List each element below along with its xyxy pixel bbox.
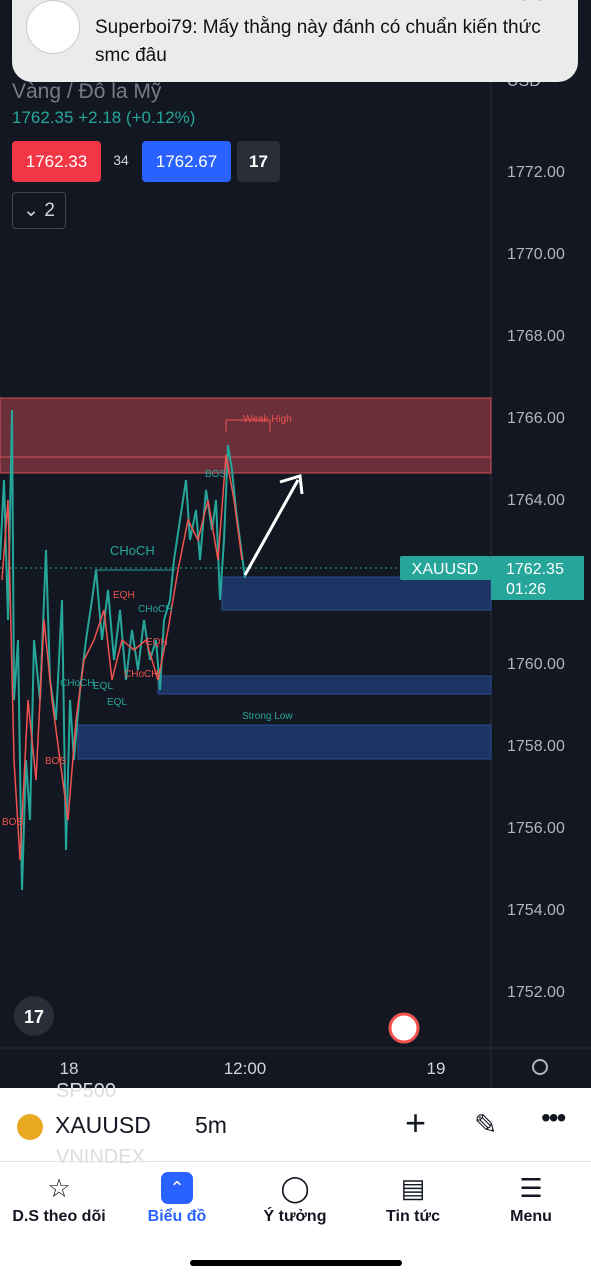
label: CHoCH (60, 678, 94, 689)
candles-up (0, 409, 246, 891)
settings-icon[interactable] (532, 1059, 548, 1075)
label: EQL (107, 697, 127, 708)
toolbar-interval[interactable]: 5m (195, 1112, 227, 1138)
supply-zone (0, 397, 492, 474)
nav-label[interactable]: Tin tức (386, 1208, 440, 1225)
label: Strong Low (242, 711, 293, 722)
notification-time: bây giờ (505, 0, 558, 2)
label: Weak High (243, 414, 292, 425)
nav-icon[interactable]: ⌃ (161, 1172, 193, 1204)
change: +2.18 (+0.12%) (78, 108, 196, 127)
sell-button[interactable]: 1762.33 (12, 141, 101, 182)
spread: 34 (113, 152, 129, 168)
label: CHoCH (138, 604, 172, 615)
nav-label[interactable]: Menu (510, 1208, 552, 1225)
price: 1762.35 (12, 108, 74, 127)
more-button[interactable]: ••• (541, 1102, 566, 1133)
tag-price: 1762.35 (506, 561, 564, 578)
time-label: 18 (60, 1059, 79, 1078)
nav-label[interactable]: D.S theo dõi (12, 1208, 106, 1225)
price-tick: 1754.00 (507, 902, 565, 919)
tag-symbol-bg (400, 556, 491, 580)
tag-symbol: XAUUSD (412, 561, 479, 578)
nav-label[interactable]: Ý tưởng (263, 1208, 327, 1225)
divider (0, 1161, 591, 1162)
price-tick: 1758.00 (507, 738, 565, 755)
weak-high-line (225, 419, 271, 432)
notification-message: Superboi79: Mấy thằng này đánh có chuẩn … (95, 17, 541, 66)
arrow-head (279, 474, 304, 495)
demand-zone (77, 724, 492, 760)
symbol-name: Vàng / Đô la Mỹ (12, 80, 162, 103)
price-tick: 1760.00 (507, 656, 565, 673)
label: EQH (146, 637, 168, 648)
tag-price-bg (491, 556, 584, 600)
label: BOS (45, 756, 66, 767)
time-label: 12:00 (224, 1059, 267, 1078)
label: BOS (205, 469, 226, 480)
price-tick: 1772.00 (507, 164, 565, 181)
event-flag[interactable] (388, 1012, 420, 1044)
demand-zone (221, 576, 492, 611)
chart: Weak High BOS CHoCH EQH CHoCH EQH CHoCH … (0, 0, 591, 1088)
watermark: SP500 (56, 1080, 117, 1102)
tv-logo (14, 996, 54, 1036)
nav-label[interactable]: Biểu đồ (147, 1208, 207, 1225)
price-tick: 1764.00 (507, 492, 565, 509)
avatar (26, 0, 80, 54)
notification-title: UTL - CHAT GROUP (95, 0, 265, 5)
nav-icon[interactable]: ▤ (400, 1173, 426, 1203)
label: EQL (93, 681, 113, 692)
demand-zone (157, 675, 492, 695)
gold-icon (17, 1114, 43, 1140)
buy-button[interactable]: 1762.67 (142, 141, 231, 182)
label: EQH (113, 590, 135, 601)
label: CHoCH (110, 543, 155, 558)
indicator-toggle[interactable]: ⌄ 2 (12, 192, 66, 229)
arrow (243, 479, 300, 576)
notification[interactable]: UTL - CHAT GROUP bây giờ Superboi79: Mấy… (12, 0, 578, 82)
price-tick: 1770.00 (507, 246, 565, 263)
price-tick: 1756.00 (507, 820, 565, 837)
candles-down (1, 454, 243, 861)
indicator-count: 2 (44, 200, 55, 221)
nav-icon[interactable]: ◯ (280, 1173, 310, 1203)
tv-logo-mark: 17 (24, 1007, 44, 1027)
bottom-panel: SP500 VNINDEX XAUUSD 5m + ✎ ••• ☆ D.S the… (0, 1080, 591, 1280)
time-label: 19 (427, 1059, 446, 1078)
price-tick: 1752.00 (507, 984, 565, 1001)
add-button[interactable]: + (405, 1102, 427, 1143)
price-tick: 1766.00 (507, 410, 565, 427)
watermark: VNINDEX (56, 1146, 145, 1168)
nav-icon[interactable]: ☰ (519, 1173, 543, 1203)
home-indicator (190, 1260, 402, 1266)
label: BOS (2, 817, 23, 828)
price-tick: 1768.00 (507, 328, 565, 345)
tag-countdown: 01:26 (506, 581, 546, 598)
nav-icon[interactable]: ☆ (47, 1173, 71, 1203)
draw-button[interactable]: ✎ (474, 1109, 498, 1140)
label: CHoCH (124, 669, 158, 680)
toolbar-symbol[interactable]: XAUUSD (55, 1112, 151, 1138)
tv-button[interactable]: 17 (237, 141, 280, 182)
